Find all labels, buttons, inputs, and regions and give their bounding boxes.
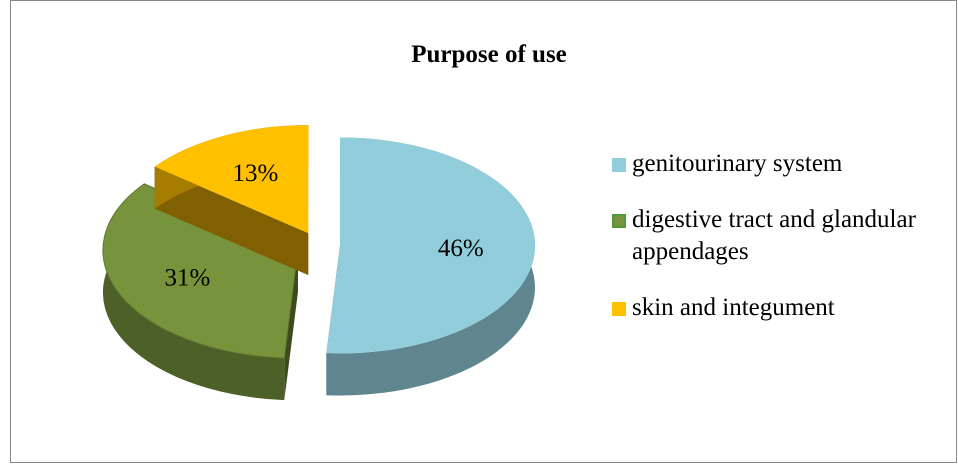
legend-swatch <box>612 214 626 228</box>
legend-swatch <box>612 302 626 316</box>
slice-side <box>154 166 309 276</box>
legend-swatch <box>612 158 626 172</box>
chart-title: Purpose of use <box>411 41 567 68</box>
slice-top <box>102 183 299 359</box>
data-label: 46% <box>438 235 484 262</box>
slice-top <box>154 125 309 234</box>
slice-wall <box>102 183 285 401</box>
legend-item: digestive tract and glandular appendages <box>612 204 942 268</box>
legend-label: skin and integument <box>632 294 835 321</box>
legend-item: genitourinary system <box>612 148 942 180</box>
legend: genitourinary system digestive tract and … <box>612 148 942 348</box>
legend-label: genitourinary system <box>632 150 843 177</box>
data-label: 31% <box>165 265 211 292</box>
pie-slice <box>326 137 535 396</box>
data-label: 13% <box>232 160 278 187</box>
slice-top <box>326 137 535 354</box>
legend-label: digestive tract and glandular appendages <box>632 206 916 265</box>
pie-slice <box>154 125 309 276</box>
legend-item: skin and integument <box>612 292 942 324</box>
